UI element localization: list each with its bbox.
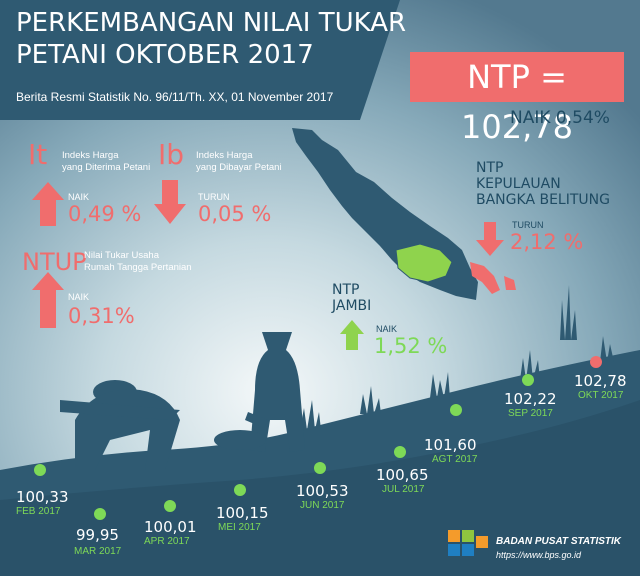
babel-title: NTP KEPULAUAN BANGKA BELITUNG (476, 160, 610, 208)
ntp-change: NAIK 0,54% (510, 108, 610, 128)
it-desc-line1: Indeks Harga (62, 150, 119, 161)
timeline-label: JUL 2017 (382, 484, 425, 495)
ib-abbr: Ib (158, 138, 185, 171)
jambi-title: NTP JAMBI (332, 282, 371, 314)
timeline-label: APR 2017 (144, 536, 190, 547)
it-up-arrow-icon (32, 182, 64, 226)
timeline-label: MEI 2017 (218, 522, 261, 533)
babel-down-arrow-icon (476, 222, 504, 256)
jambi-region (395, 243, 453, 283)
it-desc-line2: yang Diterima Petani (62, 162, 151, 173)
jambi-value: 1,52 % (374, 334, 448, 358)
timeline-label: JUN 2017 (300, 500, 345, 511)
ib-desc: Indeks Harga yang Dibayar Petani (196, 150, 282, 174)
timeline-dot (522, 374, 534, 386)
it-abbr: It (28, 138, 48, 171)
timeline-dot (450, 404, 462, 416)
timeline-value: 100,01 (144, 518, 197, 536)
timeline-value: 99,95 (76, 526, 119, 544)
jambi-title-line2: JAMBI (332, 298, 372, 314)
ib-desc-line1: Indeks Harga (196, 150, 253, 161)
babel-region (470, 262, 500, 294)
it-desc: Indeks Harga yang Diterima Petani (62, 150, 150, 174)
timeline-value: 100,33 (16, 488, 69, 506)
timeline-dot (234, 484, 246, 496)
ntup-desc-line2: Rumah Tangga Pertanian (84, 262, 192, 273)
page-title: PERKEMBANGAN NILAI TUKAR (16, 8, 407, 38)
timeline-dot (164, 500, 176, 512)
it-direction: NAIK (68, 192, 90, 202)
page-title-line2: PETANI OKTOBER 2017 (16, 40, 314, 70)
ib-direction: TURUN (198, 192, 230, 202)
timeline-value: 100,53 (296, 482, 349, 500)
timeline-dot (34, 464, 46, 476)
farmer-silhouette-left (60, 380, 180, 470)
timeline-dot (314, 462, 326, 474)
timeline-label: OKT 2017 (578, 390, 624, 401)
timeline-label: SEP 2017 (508, 408, 553, 419)
ntup-value: 0,31% (68, 304, 135, 328)
ib-value: 0,05 % (198, 202, 272, 226)
timeline-value: 102,78 (574, 372, 627, 390)
ntup-desc: Nilai Tukar Usaha Rumah Tangga Pertanian (84, 250, 192, 274)
bps-logo (448, 530, 488, 556)
org-name: BADAN PUSAT STATISTIK (496, 536, 621, 547)
timeline-value: 101,60 (424, 436, 477, 454)
timeline-dot (394, 446, 406, 458)
ntup-abbr: NTUP (22, 248, 87, 276)
it-value: 0,49 % (68, 202, 142, 226)
babel-title-line3: BANGKA BELITUNG (476, 192, 610, 208)
ntup-up-arrow-icon (32, 272, 64, 328)
babel-title-line2: KEPULAUAN (476, 176, 561, 192)
jambi-up-arrow-icon (340, 320, 364, 350)
timeline-label: MAR 2017 (74, 546, 122, 557)
timeline-label: AGT 2017 (432, 454, 478, 465)
babel-direction: TURUN (512, 220, 544, 230)
ib-down-arrow-icon (154, 180, 186, 224)
ntp-value-box: NTP = 102,78 (410, 52, 624, 146)
jambi-title-line1: NTP (332, 282, 360, 298)
timeline-value: 100,15 (216, 504, 269, 522)
timeline-label: FEB 2017 (16, 506, 61, 517)
babel-title-line1: NTP (476, 160, 504, 176)
jambi-direction: NAIK (376, 324, 398, 334)
babel-value: 2,12 % (510, 230, 584, 254)
timeline-value: 100,65 (376, 466, 429, 484)
ntup-desc-line1: Nilai Tukar Usaha (84, 250, 159, 261)
timeline-dot (94, 508, 106, 520)
timeline-value: 102,22 (504, 390, 557, 408)
org-url[interactable]: https://www.bps.go.id (496, 550, 582, 560)
timeline-dot (590, 356, 602, 368)
ntup-direction: NAIK (68, 292, 90, 302)
page-subtitle: Berita Resmi Statistik No. 96/11/Th. XX,… (16, 90, 334, 104)
farmer-silhouette-right (214, 332, 305, 452)
ib-desc-line2: yang Dibayar Petani (196, 162, 282, 173)
